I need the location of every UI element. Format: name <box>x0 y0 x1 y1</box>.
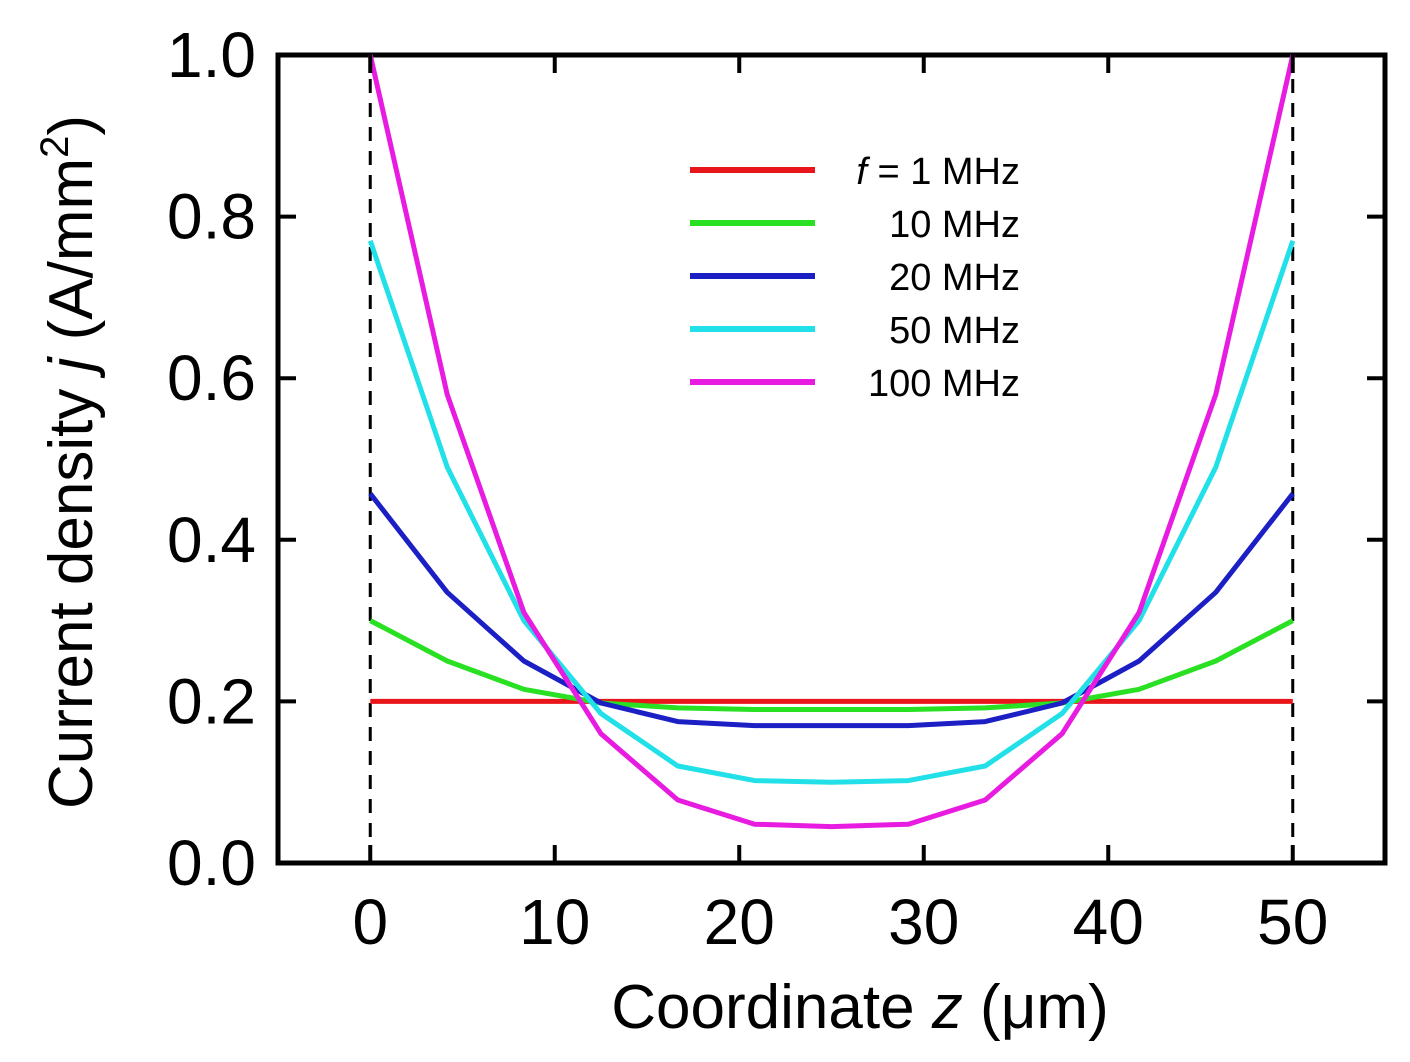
x-axis-title-unit: (μm) <box>963 973 1109 1042</box>
x-tick-label-2: 20 <box>704 886 775 958</box>
legend-label-1: 10 MHz <box>889 204 1020 246</box>
x-axis-title-prefix: Coordinate <box>611 973 932 1042</box>
plot-frame <box>275 52 1388 866</box>
y-axis-title-prefix: Current density <box>37 371 106 809</box>
x-tick-label-4: 40 <box>1073 886 1144 958</box>
legend-series-name: 1 MHz <box>910 151 1020 193</box>
series-line-50-mhz <box>367 239 1296 785</box>
x-tick-label-1: 10 <box>519 886 590 958</box>
legend-prefix-equals: = <box>867 151 910 193</box>
y-tick-label-1: 0.2 <box>167 665 256 737</box>
legend-series-name: 10 MHz <box>889 204 1020 246</box>
legend-label-4: 100 MHz <box>868 363 1020 405</box>
y-axis-title-unit: (A/mm <box>37 158 106 358</box>
y-tick-label-5: 1.0 <box>167 19 256 91</box>
series-line-100-mhz <box>367 54 1296 830</box>
y-axis-title-sup: 2 <box>33 136 77 158</box>
x-tick-label-0: 0 <box>352 886 388 958</box>
legend-label-0: f = 1 MHz <box>856 151 1020 193</box>
y-tick-label-0: 0.0 <box>167 827 256 899</box>
y-axis-title-close: ) <box>37 115 106 136</box>
ticks-layer: 0 10 20 30 40 50 0.0 0.2 0.4 0.6 0.8 1.0 <box>167 19 1385 958</box>
x-axis-title: Coordinate z (μm) <box>611 973 1108 1042</box>
x-tick-label-5: 50 <box>1257 886 1328 958</box>
legend-series-name: 20 MHz <box>889 257 1020 299</box>
legend-prefix-var: f <box>856 151 870 193</box>
legend-series-name: 50 MHz <box>889 310 1020 352</box>
y-tick-label-2: 0.4 <box>167 504 256 576</box>
legend: f = 1 MHz 10 MHz 20 MHz 50 MHz 100 MHz <box>690 151 1020 405</box>
legend-label-3: 50 MHz <box>889 310 1020 352</box>
series-layer <box>367 54 1296 830</box>
y-axis-title: Current density j (A/mm2) <box>33 115 106 809</box>
reference-lines <box>368 55 1295 863</box>
x-axis-title-var: z <box>931 973 963 1042</box>
y-tick-label-4: 0.8 <box>167 181 256 253</box>
legend-series-name: 100 MHz <box>868 363 1020 405</box>
series-line-10-mhz <box>369 618 1294 712</box>
x-tick-label-3: 30 <box>888 886 959 958</box>
legend-label-2: 20 MHz <box>889 257 1020 299</box>
series-line-20-mhz <box>368 492 1295 729</box>
y-tick-label-3: 0.6 <box>167 342 256 414</box>
